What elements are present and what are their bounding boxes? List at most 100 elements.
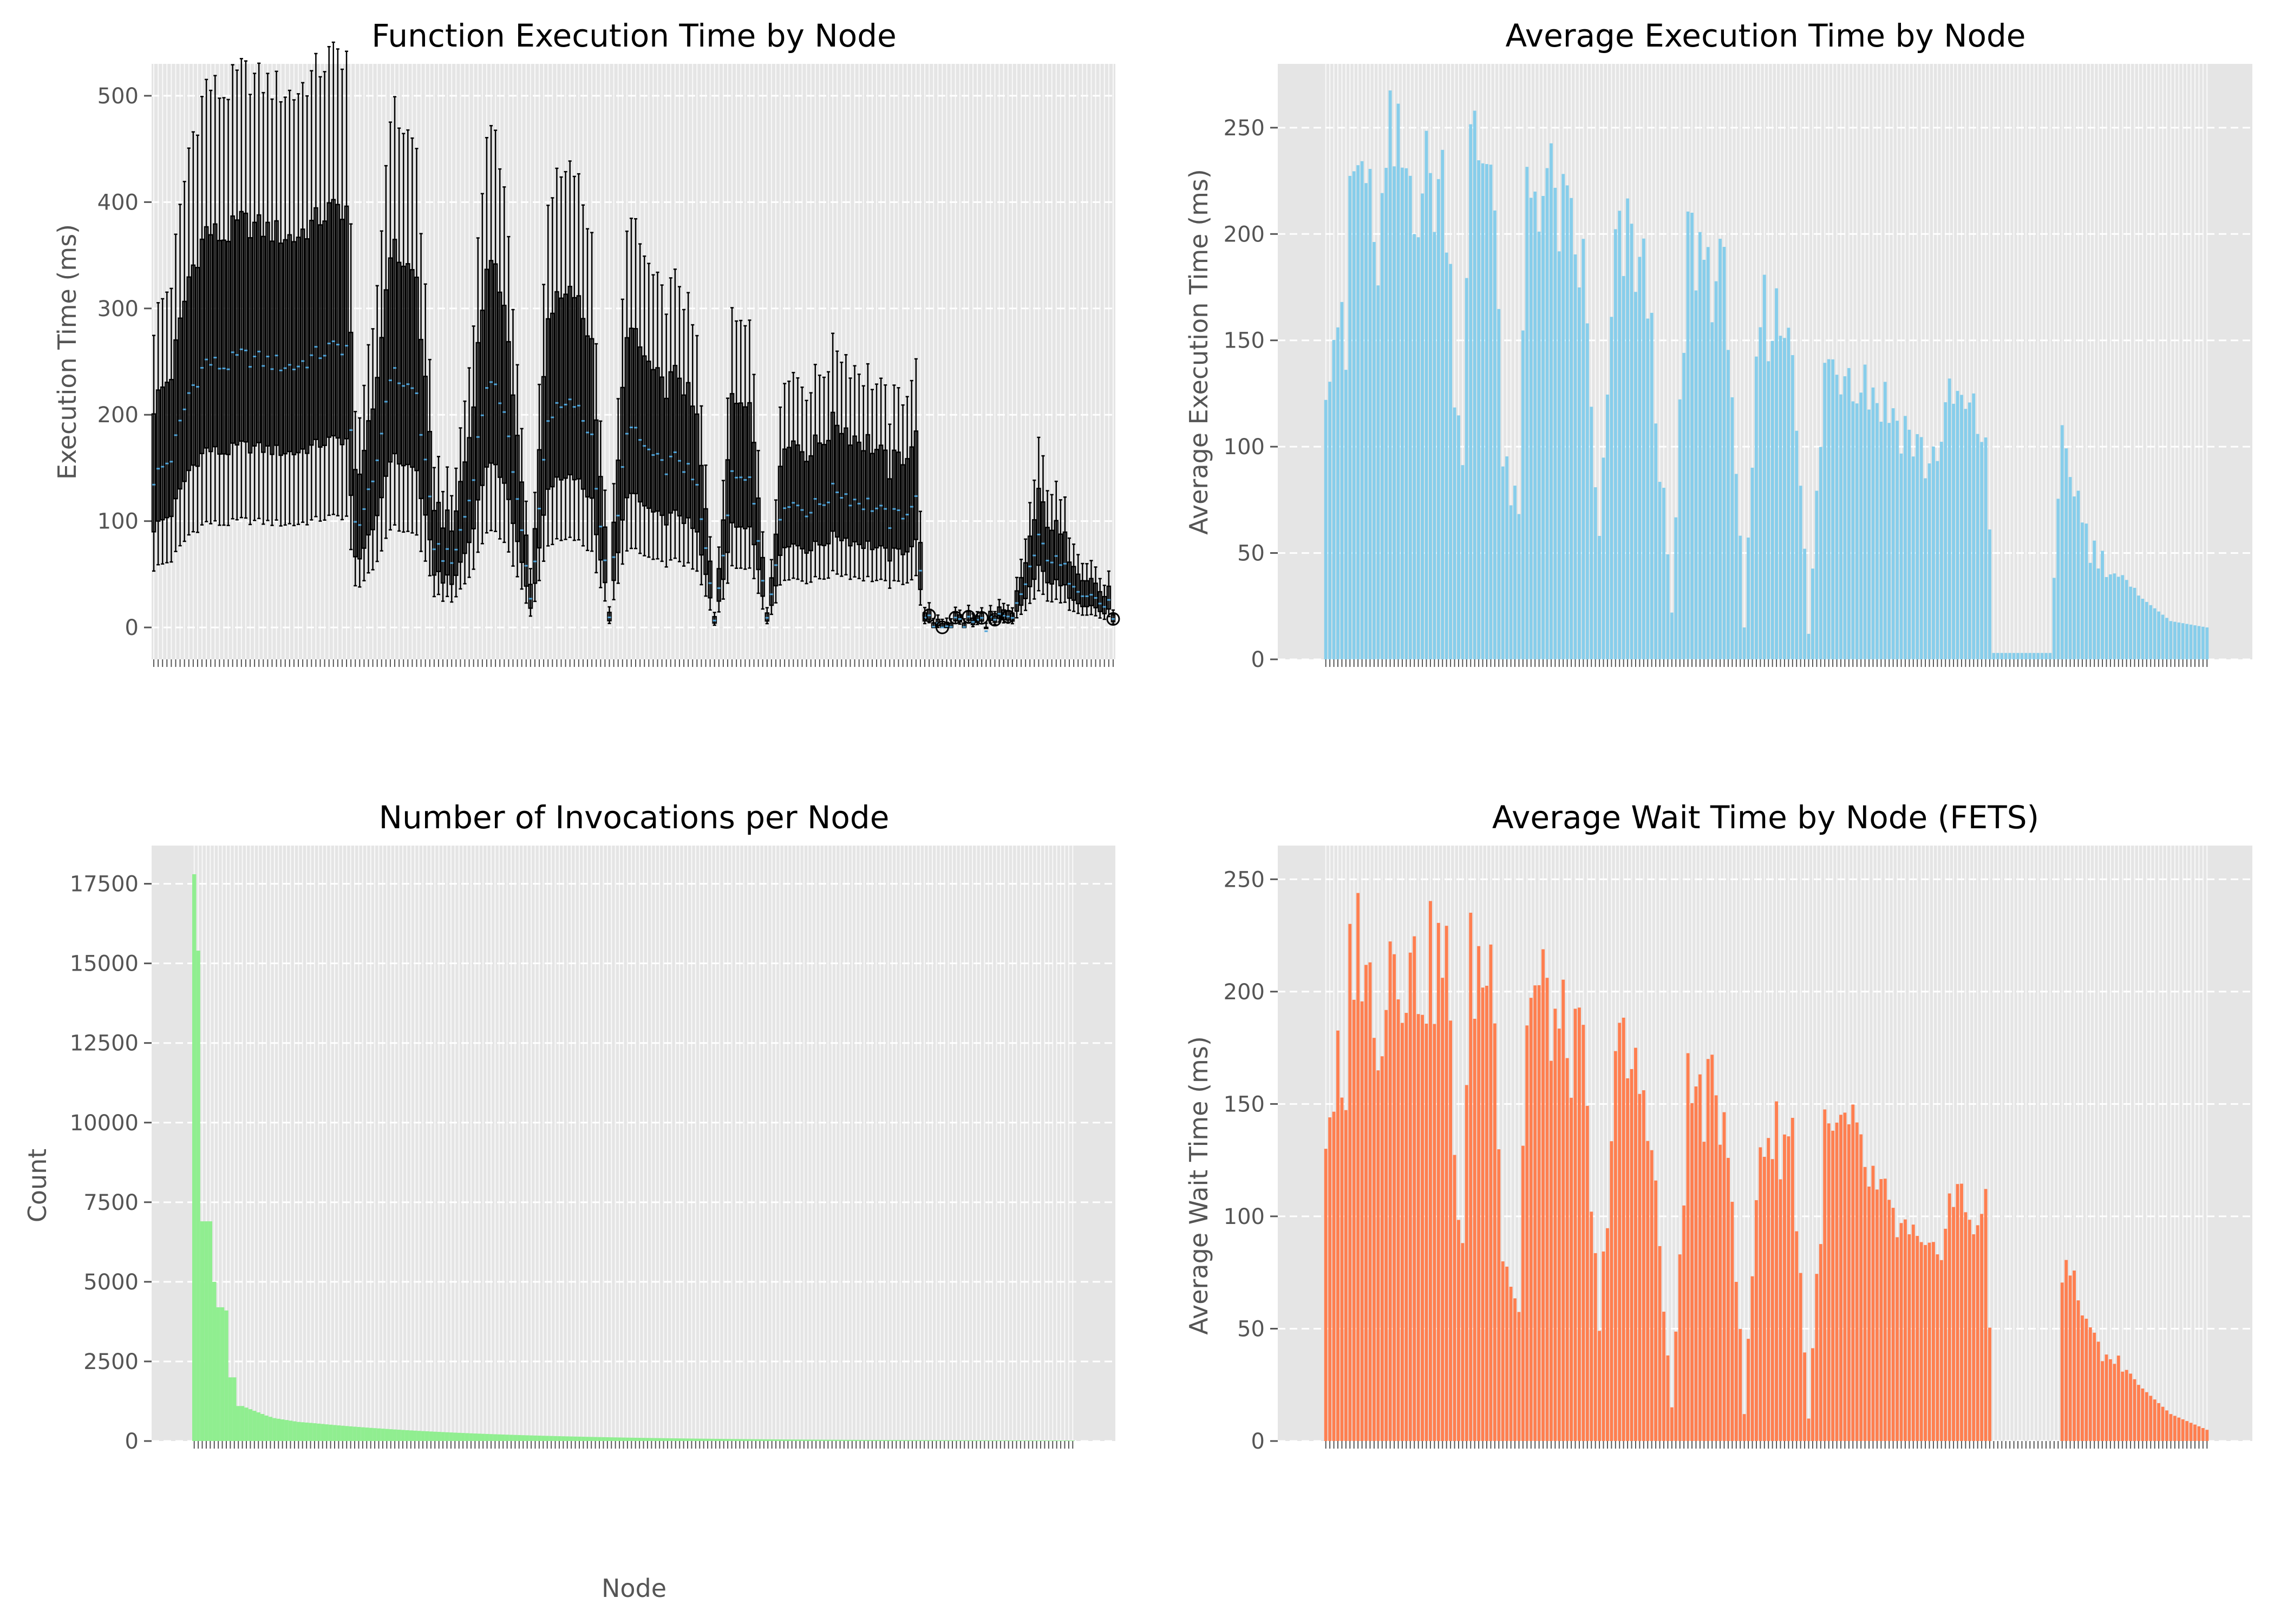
bar xyxy=(1594,1253,1597,1441)
bar xyxy=(200,1221,204,1441)
bar xyxy=(264,1416,268,1441)
bar xyxy=(1996,653,1999,659)
bar xyxy=(1907,1234,1911,1441)
bar xyxy=(1513,486,1517,659)
bar xyxy=(958,1440,962,1441)
bar xyxy=(1646,319,1649,659)
bar xyxy=(289,1420,292,1441)
bar xyxy=(690,1438,694,1441)
bar xyxy=(1650,313,1654,659)
bar xyxy=(1871,1166,1874,1441)
bar xyxy=(1896,421,1899,659)
bar xyxy=(1541,949,1545,1441)
bar xyxy=(2093,541,2096,659)
bar xyxy=(1401,1023,1404,1441)
bar xyxy=(1373,242,1376,659)
bar xyxy=(1501,467,1505,659)
bar xyxy=(537,1436,541,1441)
bar xyxy=(2125,580,2128,659)
bar xyxy=(1968,403,1971,659)
bar xyxy=(1835,1123,1839,1441)
bar xyxy=(309,1423,312,1441)
bar xyxy=(1481,987,1485,1441)
bar xyxy=(1417,237,1420,659)
bar xyxy=(654,1438,657,1441)
bar xyxy=(1718,1145,1722,1441)
bar xyxy=(1855,403,1859,659)
bar xyxy=(2201,627,2205,659)
bar xyxy=(1855,1123,1859,1441)
bar xyxy=(1715,1095,1718,1441)
bar xyxy=(2084,1319,2088,1441)
bar xyxy=(1775,1102,1778,1441)
y-axis-label: Count xyxy=(23,1149,52,1223)
bar xyxy=(2036,653,2040,659)
bar xyxy=(405,1430,409,1441)
bar xyxy=(565,1436,569,1441)
bar xyxy=(1851,401,1854,659)
bar xyxy=(1670,613,1674,659)
bar xyxy=(1397,999,1400,1441)
bar xyxy=(2117,1355,2120,1441)
bar xyxy=(1018,1440,1022,1441)
bar xyxy=(1481,163,1485,659)
bar xyxy=(1035,1440,1038,1441)
bar xyxy=(505,1435,509,1441)
bar xyxy=(1457,1220,1460,1441)
bar xyxy=(1698,232,1702,659)
bar xyxy=(249,1409,252,1441)
bar xyxy=(1493,211,1497,659)
y-tick-label: 100 xyxy=(1224,435,1265,460)
bar xyxy=(1642,239,1645,659)
bar xyxy=(1429,173,1432,659)
bar xyxy=(1594,487,1597,659)
bar xyxy=(269,1417,272,1441)
bar xyxy=(461,1433,465,1441)
bar xyxy=(369,1428,373,1441)
bar xyxy=(1807,634,1811,659)
bar xyxy=(750,1439,754,1441)
bar xyxy=(1867,1187,1871,1441)
bar xyxy=(1920,437,1923,659)
bar xyxy=(1658,482,1662,659)
bar xyxy=(1992,653,1995,659)
bar xyxy=(1517,1312,1520,1441)
bar xyxy=(1847,1124,1851,1441)
bar xyxy=(2053,578,2056,659)
bar xyxy=(2101,551,2104,659)
y-tick-label: 400 xyxy=(97,190,139,215)
bar xyxy=(1031,1440,1035,1441)
bar xyxy=(1340,1098,1343,1441)
bar xyxy=(469,1433,473,1441)
bar xyxy=(714,1439,717,1441)
bar xyxy=(2084,523,2088,659)
bar xyxy=(602,1437,605,1441)
bar xyxy=(854,1440,858,1441)
bar xyxy=(1904,416,1907,659)
bar xyxy=(1413,937,1416,1441)
bar xyxy=(1626,199,1629,659)
bar xyxy=(1799,1273,1802,1441)
bar xyxy=(798,1439,802,1441)
bar xyxy=(943,1440,946,1441)
bar xyxy=(2061,1282,2064,1441)
bar xyxy=(280,1419,284,1441)
bar xyxy=(1356,893,1360,1441)
bar xyxy=(1485,986,1488,1441)
bar xyxy=(762,1439,766,1441)
bar xyxy=(337,1425,341,1441)
bar xyxy=(2109,1359,2112,1441)
bar xyxy=(1819,1244,1822,1441)
bar xyxy=(846,1440,850,1441)
bar xyxy=(1409,953,1412,1441)
bar xyxy=(882,1440,886,1441)
bar xyxy=(1055,1440,1058,1441)
bar xyxy=(1674,1332,1677,1441)
bar xyxy=(1538,232,1541,659)
bar xyxy=(1525,167,1528,659)
bar xyxy=(1634,1048,1637,1441)
bar xyxy=(1815,1274,1818,1441)
bar xyxy=(216,1307,220,1441)
bar xyxy=(1907,430,1911,659)
bar xyxy=(705,1439,709,1441)
